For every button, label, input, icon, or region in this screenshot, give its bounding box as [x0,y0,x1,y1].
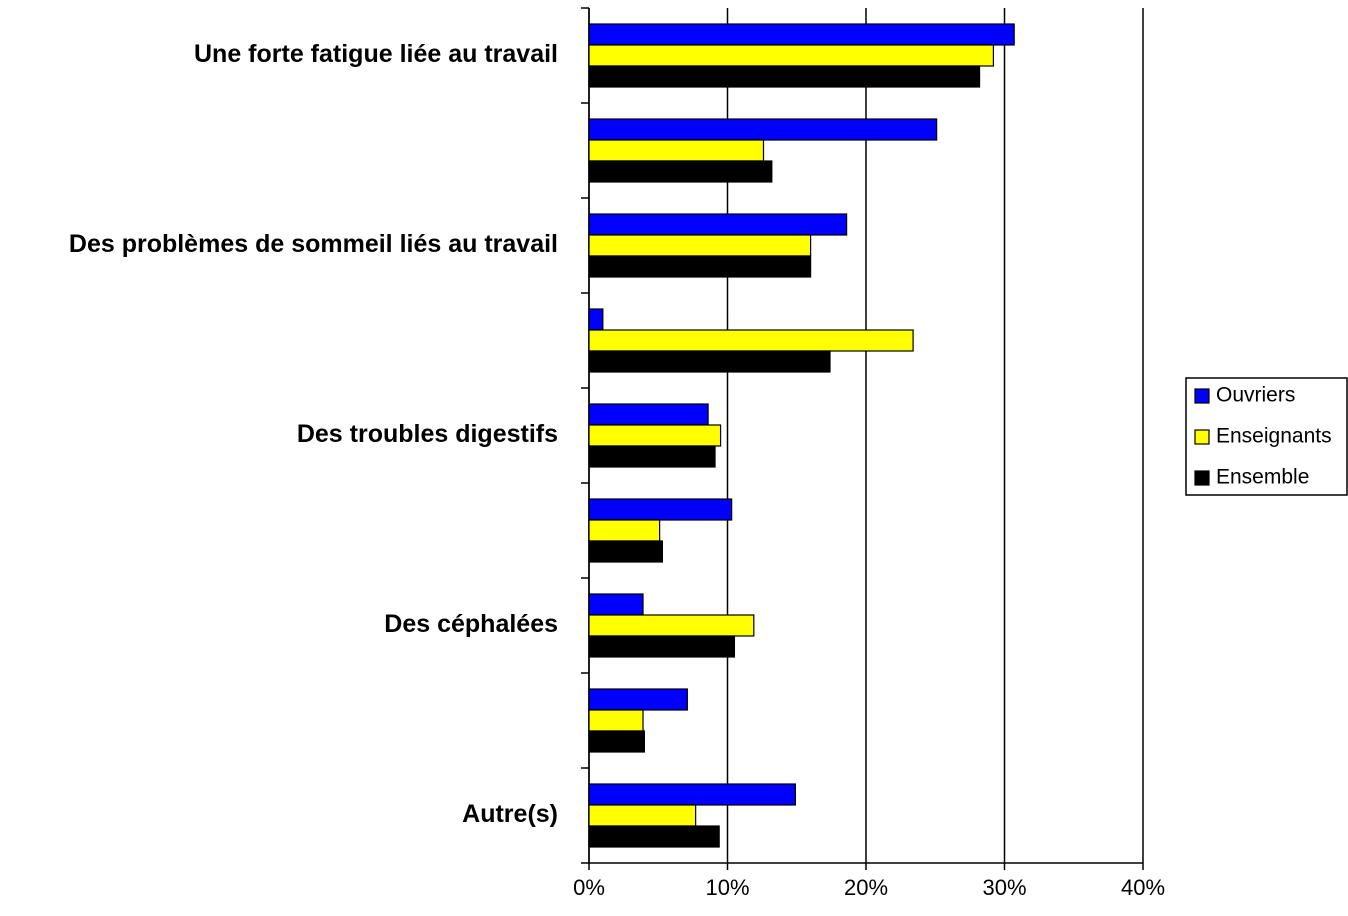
bar [588,540,664,563]
bar [588,308,604,331]
bar [588,329,914,352]
bar [588,160,773,183]
category-label: Des problèmes de sommeil liés au travail [69,230,558,258]
bar [588,730,646,753]
legend-swatch [1194,429,1210,445]
legend-box [1185,377,1348,496]
bar [588,65,981,88]
category-label: Des céphalées [384,610,558,638]
bar [588,688,688,711]
bar [588,445,716,468]
bar [588,234,812,257]
bar [588,593,644,616]
bar [588,709,644,732]
bar [588,44,995,67]
legend-swatch [1194,388,1210,404]
bar [588,139,765,162]
bar [588,614,755,637]
bar [588,23,1015,46]
bar [588,783,796,806]
legend-label: Ouvriers [1216,384,1295,407]
category-label: Une forte fatigue liée au travail [194,40,558,68]
x-tick-label: 30% [982,875,1026,900]
bar [588,825,720,848]
legend-label: Ensemble [1216,466,1309,489]
legend-swatch [1194,470,1210,486]
bar [588,213,848,236]
x-tick-label: 0% [573,875,605,900]
bar [588,519,661,542]
category-label: Des troubles digestifs [297,420,558,448]
x-tick-label: 10% [705,875,749,900]
bar [588,498,733,521]
bar [588,350,831,373]
bar [588,635,736,658]
x-tick-label: 20% [844,875,888,900]
bar [588,255,812,278]
legend-label: Enseignants [1216,425,1332,448]
category-label: Autre(s) [462,800,558,828]
x-tick-label: 40% [1121,875,1165,900]
bar [588,424,722,447]
bar [588,804,697,827]
bar [588,118,938,141]
bar [588,403,709,426]
